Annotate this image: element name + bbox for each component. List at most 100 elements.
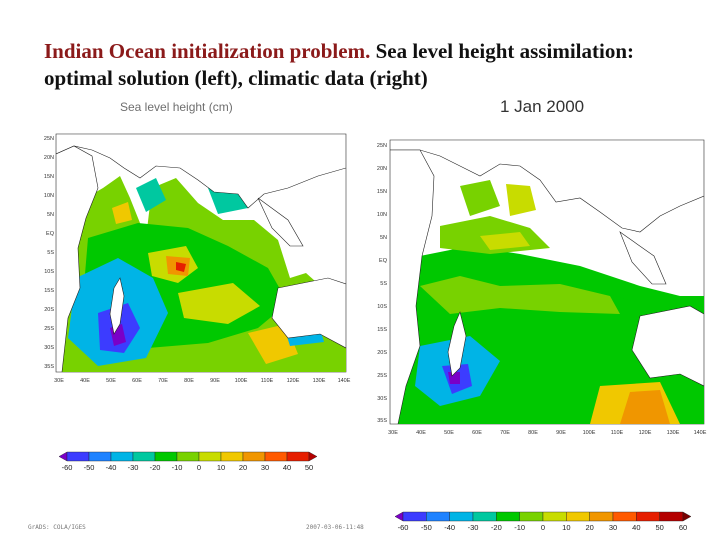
left-colorbar-label: 0 <box>197 463 201 472</box>
title-rest: Sea level height assimilation: <box>370 39 634 63</box>
lon-tick: 100E <box>583 430 596 436</box>
title-highlight: Indian Ocean initialization problem. <box>44 39 371 63</box>
slide-title: Indian Ocean initialization problem. Sea… <box>44 38 704 92</box>
lon-tick: 40E <box>80 378 90 384</box>
left-colorbar-label: 20 <box>239 463 247 472</box>
lon-tick: 30E <box>388 430 398 436</box>
right-colorbar-label: -10 <box>514 523 525 532</box>
left-colorbar-label: -20 <box>150 463 161 472</box>
lat-tick: 10N <box>44 193 54 199</box>
lon-tick: 140E <box>338 378 351 384</box>
right-colorbar-swatch <box>496 511 520 522</box>
left-colorbar-label: -60 <box>62 463 73 472</box>
title-line3: optimal solution (left), climatic data (… <box>44 66 428 90</box>
left-colorbar: -60 -50 -40 -30 -20 -10 0 10 20 30 40 50 <box>58 451 318 472</box>
left-colorbar-swatch <box>88 451 112 462</box>
right-colorbar-label: -50 <box>421 523 432 532</box>
left-colorbar-swatch <box>220 451 244 462</box>
lat-tick: 15N <box>377 189 387 195</box>
lon-tick: 80E <box>184 378 194 384</box>
left-colorbar-swatch <box>286 451 310 462</box>
right-colorbar-swatch <box>566 511 590 522</box>
left-lat-axis: 25N 20N 15N 10N 5N EQ 5S 10S 15S 20S 25S… <box>44 136 55 370</box>
lon-tick: 30E <box>54 378 64 384</box>
lat-tick: 15S <box>44 288 54 294</box>
left-colorbar-swatch <box>58 451 68 462</box>
lat-tick: 20S <box>377 350 387 356</box>
lon-tick: 60E <box>132 378 142 384</box>
left-colorbar-label: -10 <box>172 463 183 472</box>
left-colorbar-swatch <box>198 451 222 462</box>
date-label: 1 Jan 2000 <box>500 97 585 116</box>
lon-tick: 70E <box>158 378 168 384</box>
lat-tick: 35S <box>44 364 54 370</box>
left-colorbar-swatch <box>308 451 318 462</box>
left-colorbar-swatch <box>154 451 178 462</box>
lat-tick: 25S <box>377 373 387 379</box>
right-colorbar-swatch <box>659 511 684 522</box>
right-colorbar-swatch <box>402 511 427 522</box>
right-colorbar-swatch <box>519 511 544 522</box>
lon-tick: 60E <box>472 430 482 436</box>
lat-tick: 10S <box>44 269 54 275</box>
left-colorbar-swatch <box>264 451 288 462</box>
right-colorbar-label: 30 <box>609 523 617 532</box>
right-colorbar-label: -30 <box>468 523 479 532</box>
lon-tick: 100E <box>235 378 248 384</box>
right-colorbar-swatch <box>472 511 497 522</box>
lat-tick: 30S <box>44 345 54 351</box>
lat-tick: 15N <box>44 174 54 180</box>
left-colorbar-label: 40 <box>283 463 291 472</box>
lon-tick: 130E <box>313 378 326 384</box>
lon-tick: 130E <box>667 430 680 436</box>
right-colorbar-label: 20 <box>585 523 593 532</box>
lat-tick: EQ <box>379 258 388 264</box>
right-colorbar: -60 -50 -40 -30 -20 -10 0 10 20 30 40 50 60 <box>394 511 692 532</box>
lat-tick: 20N <box>377 166 387 172</box>
lon-tick: 140E <box>694 430 707 436</box>
lon-tick: 70E <box>500 430 510 436</box>
lon-tick: 50E <box>444 430 454 436</box>
right-colorbar-swatch <box>612 511 637 522</box>
right-lat-axis: 25N 20N 15N 10N 5N EQ 5S 10S 15S 20S 25S… <box>377 143 388 424</box>
right-colorbar-label: 40 <box>632 523 640 532</box>
lon-tick: 40E <box>416 430 426 436</box>
lon-tick: 120E <box>639 430 652 436</box>
footer-left: GrADS: COLA/IGES <box>28 524 86 531</box>
lat-tick: 30S <box>377 396 387 402</box>
right-colorbar-label: -40 <box>444 523 455 532</box>
right-colorbar-label: 60 <box>679 523 687 532</box>
lon-tick: 90E <box>556 430 566 436</box>
right-colorbar-swatch <box>636 511 660 522</box>
lon-tick: 120E <box>287 378 300 384</box>
lon-tick: 110E <box>611 430 624 436</box>
right-map: 25N 20N 15N 10N 5N EQ 5S 10S 15S 20S 25S… <box>377 139 707 436</box>
left-colorbar-label: -50 <box>84 463 95 472</box>
left-field <box>56 134 346 372</box>
right-colorbar-swatch <box>682 511 692 522</box>
lat-tick: 15S <box>377 327 387 333</box>
footer-right: 2007-03-06-11:48 <box>306 524 364 531</box>
left-colorbar-swatch <box>242 451 266 462</box>
right-colorbar-label: 50 <box>655 523 663 532</box>
left-colorbar-swatch <box>110 451 134 462</box>
left-colorbar-label: -40 <box>106 463 117 472</box>
left-map: 25N 20N 15N 10N 5N EQ 5S 10S 15S 20S 25S… <box>44 133 351 384</box>
left-lon-axis: 30E 40E 50E 60E 70E 80E 90E 100E 110E 12… <box>54 378 351 384</box>
right-colorbar-label: 0 <box>541 523 545 532</box>
right-colorbar-swatch <box>449 511 474 522</box>
left-colorbar-swatch <box>66 451 90 462</box>
left-colorbar-swatch <box>132 451 156 462</box>
right-colorbar-label: -20 <box>491 523 502 532</box>
lat-tick: 20S <box>44 307 54 313</box>
lat-tick: 10N <box>377 212 387 218</box>
right-colorbar-swatch <box>426 511 450 522</box>
right-colorbar-label: 10 <box>562 523 570 532</box>
lat-tick: 5N <box>47 212 54 218</box>
right-colorbar-label: -60 <box>398 523 409 532</box>
right-colorbar-swatch <box>394 511 404 522</box>
lat-tick: 5S <box>47 250 54 256</box>
right-field <box>390 140 704 424</box>
lat-tick: 25N <box>377 143 387 149</box>
lat-tick: 5N <box>380 235 387 241</box>
